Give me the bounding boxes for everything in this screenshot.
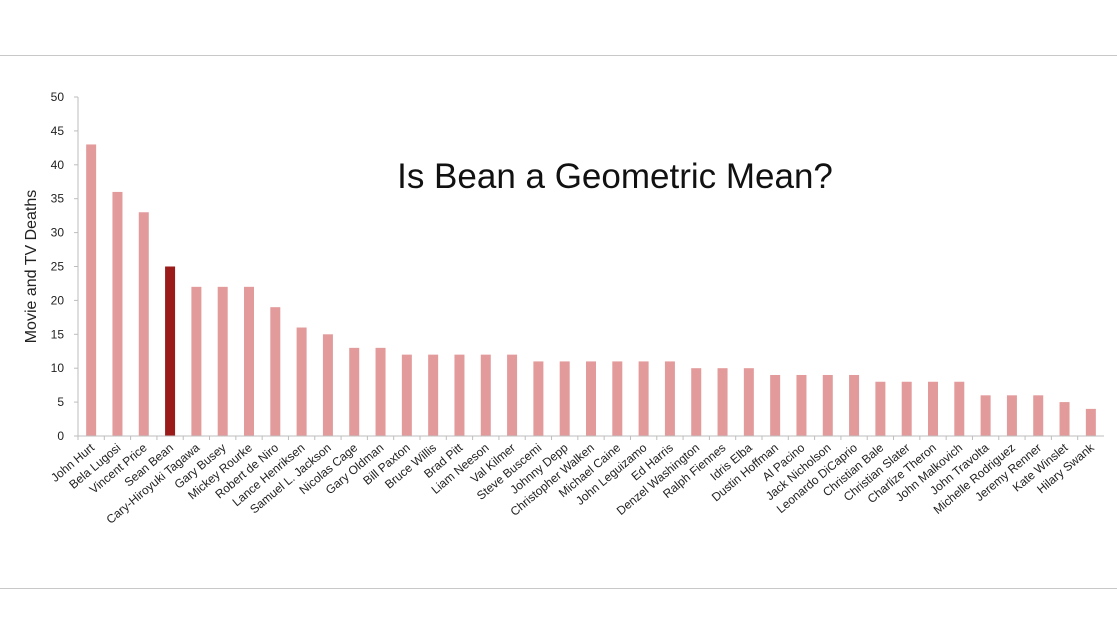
chart-title: Is Bean a Geometric Mean? xyxy=(397,157,833,196)
bar xyxy=(217,286,228,436)
bars xyxy=(77,144,1096,440)
bar xyxy=(612,361,623,436)
y-tick-label: 30 xyxy=(51,226,65,240)
bar xyxy=(586,361,596,436)
bar xyxy=(138,212,149,436)
bar xyxy=(270,307,281,436)
y-tick-label: 0 xyxy=(57,429,64,443)
bar xyxy=(480,354,491,436)
bar xyxy=(822,374,833,436)
y-tick-label: 20 xyxy=(51,293,65,307)
bar xyxy=(507,354,518,436)
bar xyxy=(664,361,675,436)
y-tick-label: 45 xyxy=(51,124,65,138)
bar xyxy=(980,395,991,436)
bar xyxy=(875,381,886,436)
y-tick-label: 35 xyxy=(51,192,65,206)
bar xyxy=(1033,395,1044,436)
bar xyxy=(428,354,439,436)
bar xyxy=(796,374,807,436)
bar xyxy=(1059,402,1070,436)
bar xyxy=(191,286,202,436)
bar xyxy=(296,327,307,436)
bar xyxy=(717,368,728,436)
bar xyxy=(322,334,333,436)
bar xyxy=(86,144,97,436)
bar xyxy=(1085,408,1096,436)
y-tick-label: 15 xyxy=(51,327,65,341)
bar xyxy=(691,368,702,436)
y-tick-label: 5 xyxy=(57,395,64,409)
bar xyxy=(401,354,412,436)
bar xyxy=(770,374,781,436)
bar xyxy=(1006,395,1017,436)
bar xyxy=(112,191,123,436)
y-axis-title: Movie and TV Deaths xyxy=(23,190,40,344)
bar xyxy=(349,347,360,436)
bar xyxy=(559,361,570,436)
y-tick-label: 50 xyxy=(51,90,65,104)
top-divider xyxy=(0,55,1117,56)
bar xyxy=(533,361,544,436)
y-tick-label: 10 xyxy=(51,361,65,375)
bar xyxy=(901,381,912,436)
bar xyxy=(849,374,860,436)
bar xyxy=(954,381,965,436)
bar xyxy=(375,347,386,436)
bar xyxy=(244,286,254,436)
bottom-divider xyxy=(0,588,1117,589)
y-tick-label: 40 xyxy=(51,158,65,172)
y-axis-ticks: 0 5 10 15 20 25 30 35 40 45 50 xyxy=(51,90,78,443)
bar-highlighted xyxy=(165,266,176,436)
bar xyxy=(638,361,649,436)
bar xyxy=(454,354,465,436)
bar xyxy=(743,368,754,436)
y-tick-label: 25 xyxy=(51,260,65,274)
bar xyxy=(928,381,938,436)
